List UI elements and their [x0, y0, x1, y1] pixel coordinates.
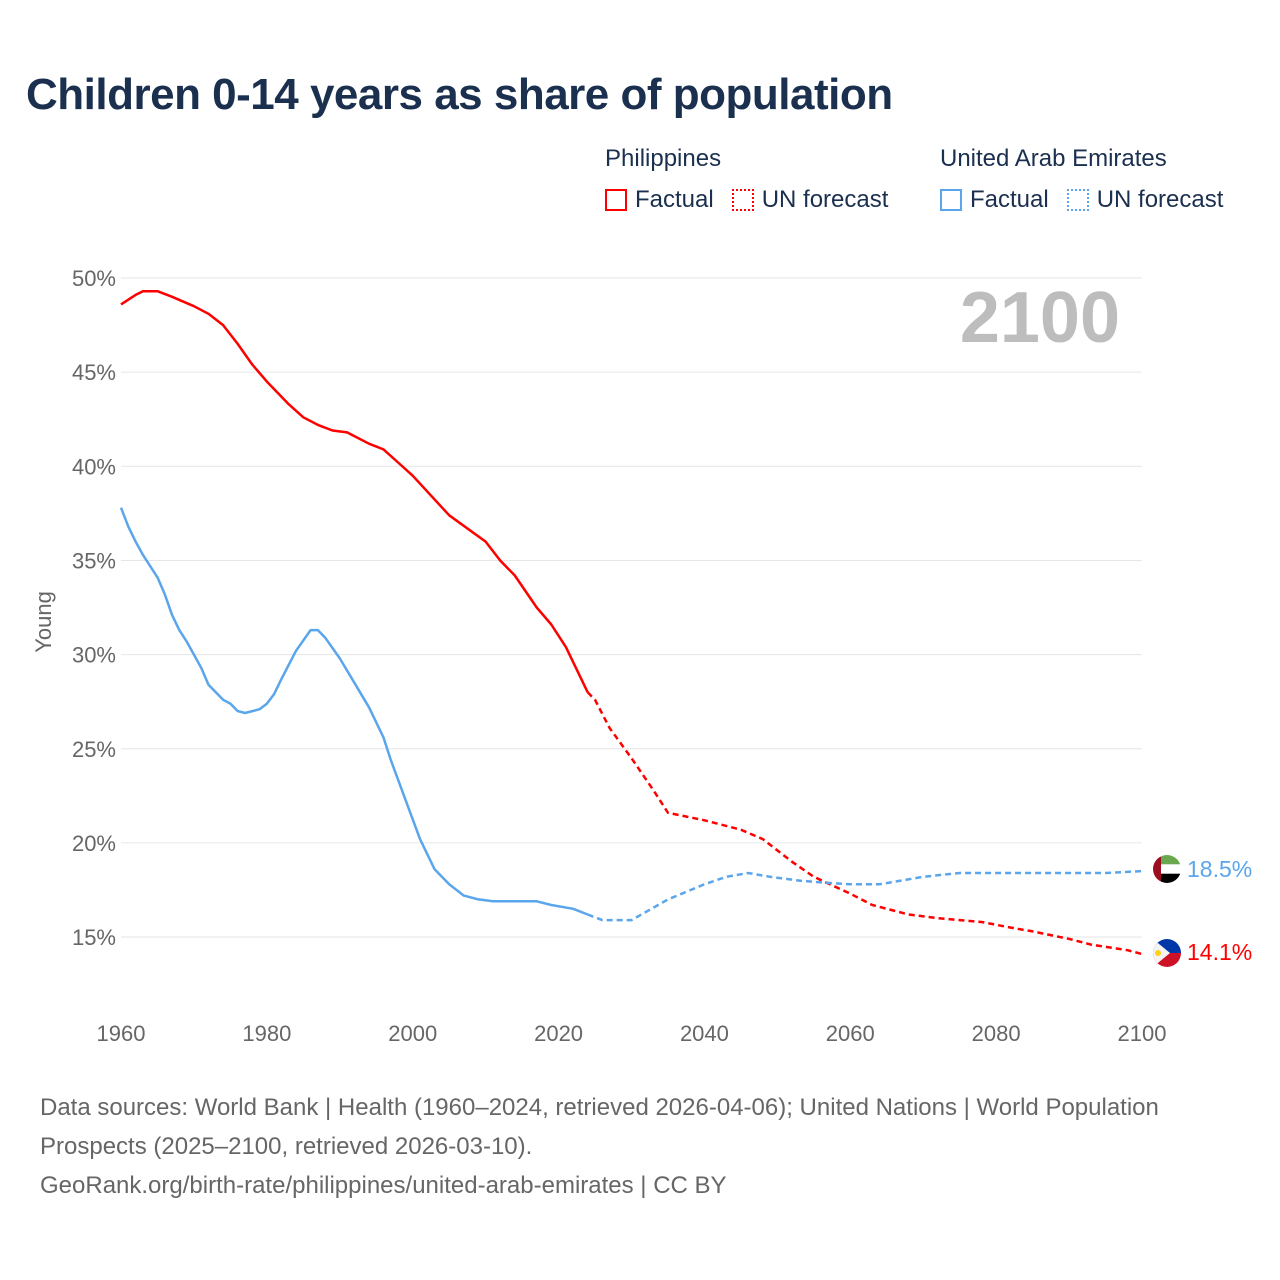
- uae-end-label: 18.5%: [1187, 856, 1252, 882]
- year-watermark: 2100: [960, 278, 1120, 358]
- legend-label: UN forecast: [761, 186, 889, 213]
- data-sources: Data sources: World Bank | Health (1960–…: [40, 1094, 1159, 1160]
- legend-group-uae: United Arab Emirates: [940, 145, 1167, 172]
- legend-philippines-factual[interactable]: Factual: [605, 186, 714, 214]
- source-link[interactable]: GeoRank.org/birth-rate/philippines/unite…: [40, 1172, 727, 1199]
- x-tick-label: 2040: [680, 1021, 729, 1046]
- x-tick-label: 2080: [972, 1021, 1021, 1046]
- y-tick-label: 35%: [72, 548, 116, 573]
- y-tick-label: 20%: [72, 831, 116, 856]
- y-tick-label: 30%: [72, 643, 116, 668]
- y-tick-label: 45%: [72, 360, 116, 385]
- legend-row-uae: Factual UN forecast: [940, 186, 1241, 214]
- uae-flag-icon: [1153, 855, 1181, 883]
- philippines-end-label: 14.1%: [1187, 939, 1252, 965]
- philippines-factual-line: [120, 289, 589, 693]
- legend-philippines-forecast[interactable]: UN forecast: [731, 186, 889, 214]
- legend-uae-forecast[interactable]: UN forecast: [1066, 186, 1224, 214]
- x-tick-label: 1960: [97, 1021, 146, 1046]
- x-tick-label: 2000: [388, 1021, 437, 1046]
- x-tick-label: 2100: [1118, 1021, 1167, 1046]
- legend-dotted-swatch-icon: [1066, 189, 1089, 211]
- legend-solid-swatch-icon: [940, 189, 962, 211]
- united-arab-emirates-forecast-line: [587, 869, 1143, 922]
- y-tick-label: 40%: [72, 454, 116, 479]
- united-arab-emirates-factual-line: [119, 507, 589, 916]
- chart-title: Children 0-14 years as share of populati…: [26, 70, 893, 119]
- legend-solid-swatch-icon: [605, 189, 627, 211]
- y-tick-label: 25%: [72, 737, 116, 762]
- legend-row-philippines: Factual UN forecast: [605, 186, 906, 214]
- x-tick-label: 1980: [242, 1021, 291, 1046]
- x-tick-label: 2060: [826, 1021, 875, 1046]
- legend-label: UN forecast: [1096, 186, 1224, 213]
- y-axis-label: Young: [31, 591, 56, 653]
- philippines-flag-icon: [1153, 939, 1181, 967]
- legend-dotted-swatch-icon: [731, 189, 754, 211]
- legend-uae-factual[interactable]: Factual: [940, 186, 1049, 214]
- legend-group-philippines: Philippines: [605, 145, 722, 172]
- legend-label: Factual: [635, 186, 714, 213]
- y-tick-label: 50%: [72, 266, 116, 291]
- y-tick-label: 15%: [72, 925, 116, 950]
- x-tick-label: 2020: [534, 1021, 583, 1046]
- legend-label: Factual: [970, 186, 1049, 213]
- footer: Data sources: World Bank | Health (1960–…: [40, 1088, 1220, 1205]
- philippines-forecast-line: [586, 691, 1143, 956]
